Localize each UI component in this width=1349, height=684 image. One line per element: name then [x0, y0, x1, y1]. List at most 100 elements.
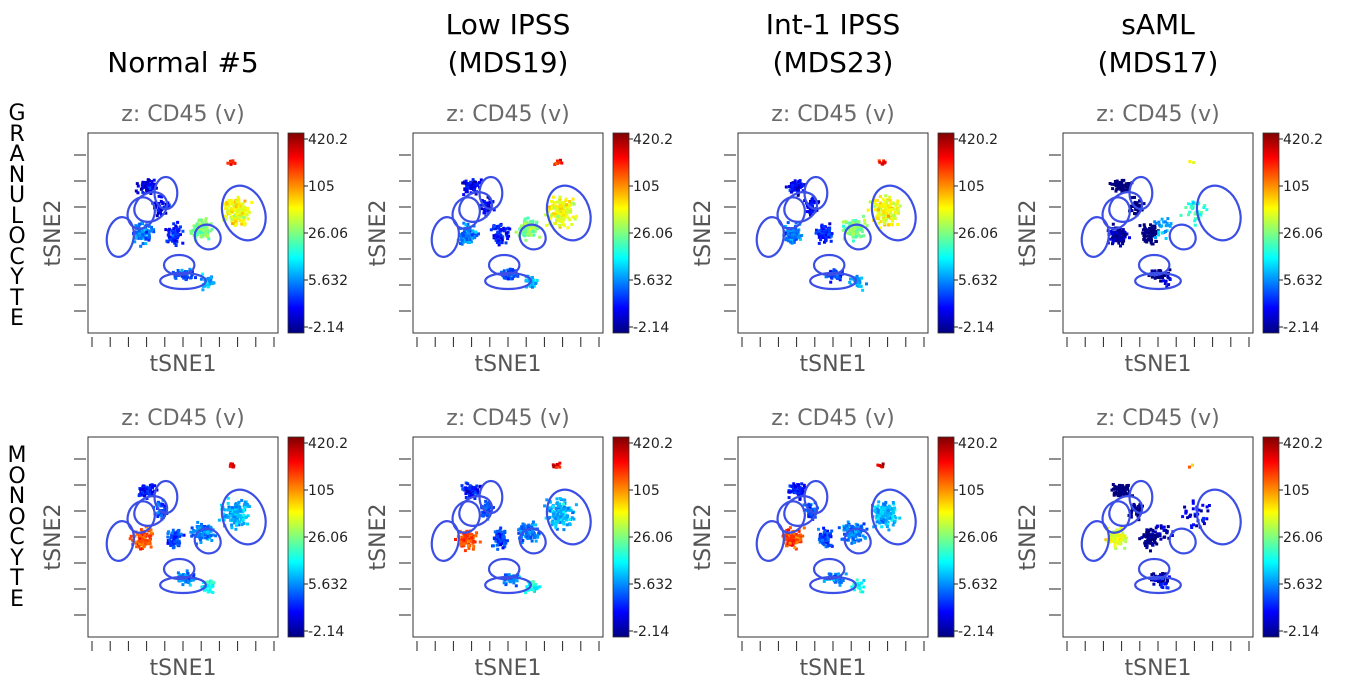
data-point	[543, 504, 547, 508]
data-point	[209, 534, 213, 537]
data-point	[507, 573, 511, 577]
data-point	[1113, 484, 1117, 488]
data-point	[828, 227, 831, 231]
data-point	[188, 583, 192, 587]
data-point	[552, 512, 556, 516]
data-point	[855, 279, 859, 283]
data-point	[1122, 178, 1126, 182]
gate-outline	[478, 479, 504, 515]
data-point	[801, 534, 805, 538]
data-point	[887, 214, 890, 218]
data-point	[1133, 504, 1136, 508]
gate-outline	[105, 520, 135, 562]
data-point	[152, 182, 156, 186]
data-point	[1194, 202, 1198, 206]
data-point	[1143, 232, 1147, 236]
data-point	[189, 530, 193, 534]
data-point	[225, 515, 229, 519]
data-point	[1142, 223, 1146, 227]
data-point	[550, 200, 553, 203]
data-point	[487, 503, 491, 507]
data-point	[1150, 228, 1153, 232]
data-point	[855, 228, 859, 232]
data-point	[850, 227, 853, 231]
data-point	[789, 232, 793, 236]
data-point	[143, 539, 147, 542]
data-point	[558, 223, 561, 227]
data-point	[1202, 206, 1206, 209]
data-point	[1117, 241, 1121, 245]
data-point	[891, 219, 894, 223]
data-point	[810, 203, 814, 207]
data-point	[210, 227, 214, 231]
data-point	[503, 227, 507, 231]
data-point	[1120, 484, 1124, 488]
data-point	[151, 185, 155, 189]
data-point	[152, 230, 156, 234]
column-title-line: (MDS23)	[772, 46, 894, 79]
data-point	[170, 531, 174, 535]
row-label-letter: U	[8, 183, 26, 208]
data-point	[840, 537, 844, 541]
data-point	[537, 531, 541, 535]
data-point	[475, 484, 479, 488]
column-title: sAML (MDS17)	[1038, 6, 1278, 82]
data-point	[1150, 269, 1154, 273]
data-point	[788, 484, 792, 488]
data-point	[1114, 546, 1118, 550]
data-point	[786, 221, 790, 225]
data-point	[500, 530, 504, 534]
data-point	[483, 202, 487, 206]
data-point	[532, 226, 535, 230]
data-point	[1162, 279, 1165, 283]
data-point	[555, 207, 559, 211]
data-point	[883, 199, 886, 203]
data-point	[236, 214, 240, 218]
data-point	[230, 506, 234, 510]
data-point	[153, 201, 157, 205]
data-point	[1118, 233, 1122, 237]
colorbar-tick-label: 420.2	[1283, 436, 1323, 452]
data-point	[562, 224, 566, 228]
row-label-letter: A	[9, 142, 25, 167]
data-point	[785, 544, 789, 548]
colorbar-tick-label: 26.06	[1283, 530, 1323, 546]
data-point	[886, 509, 890, 513]
data-point	[528, 220, 532, 223]
data-point	[1207, 504, 1211, 507]
data-point	[1117, 537, 1121, 541]
colorbar-tick-label: 5.632	[1283, 577, 1323, 593]
data-point	[468, 232, 471, 236]
data-point	[1119, 527, 1123, 530]
data-point	[882, 209, 886, 213]
data-point	[1111, 234, 1115, 238]
data-point	[1190, 526, 1194, 529]
data-point	[134, 224, 138, 228]
data-point	[789, 539, 793, 543]
data-point	[1191, 501, 1195, 505]
data-point	[1111, 232, 1114, 236]
row-label-letter: Y	[10, 545, 24, 571]
data-point	[558, 520, 562, 524]
plot-frame	[87, 132, 279, 334]
data-point	[858, 278, 862, 282]
data-point	[152, 178, 156, 182]
data-point	[497, 532, 501, 536]
data-point	[1149, 223, 1152, 227]
data-point	[850, 541, 854, 545]
data-point	[196, 526, 200, 530]
data-point	[798, 489, 802, 493]
data-point	[471, 236, 474, 240]
data-point	[234, 505, 238, 509]
data-point	[164, 504, 167, 508]
data-point	[505, 234, 509, 238]
data-point	[1147, 234, 1151, 238]
data-point	[788, 188, 792, 192]
data-point	[177, 227, 181, 231]
data-point	[1111, 242, 1114, 246]
data-point	[229, 462, 233, 466]
data-point	[893, 217, 897, 220]
row-label-letter: O	[8, 504, 26, 530]
data-point	[553, 201, 557, 205]
data-point	[198, 223, 202, 227]
